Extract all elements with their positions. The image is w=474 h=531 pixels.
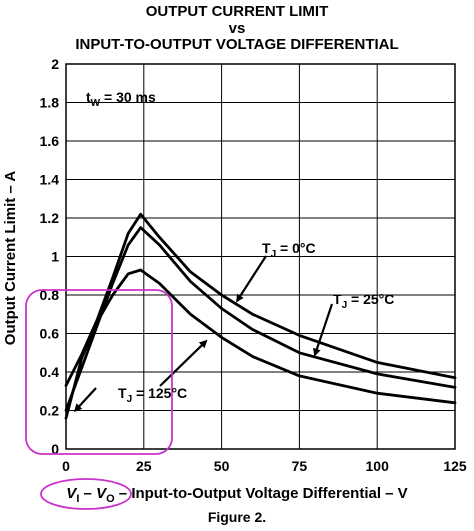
grid (66, 64, 455, 449)
series-line-tj-125 (64, 268, 457, 420)
series-label-tj-125-sub: J (127, 394, 133, 405)
x-axis-label-v1: V (66, 485, 78, 502)
y-tick-label: 1.6 (40, 133, 60, 149)
chart-title-line1: OUTPUT CURRENT LIMIT (145, 3, 329, 20)
series-label-tj-0: TJ = 0°C (262, 240, 316, 260)
series-label-tj-0-sub: J (271, 249, 277, 260)
figure-caption: Figure 2. (207, 509, 267, 525)
series-label-tj-125: TJ = 125°C (118, 385, 187, 405)
series-label-tj-125-rest: = 125°C (132, 385, 187, 401)
x-axis-label-sub-o: O (106, 493, 115, 505)
chart-title-line2: vs (228, 20, 246, 37)
arrow-tj-125-left (73, 387, 97, 412)
arrow-tj-25 (313, 303, 334, 357)
y-tick-label: 1.2 (40, 210, 60, 226)
highlights (25, 289, 173, 510)
series-label-tj-25-sub: J (342, 300, 348, 311)
annotations (73, 255, 334, 412)
arrow-tj-0 (236, 255, 267, 303)
x-axis-label-sep: – (79, 485, 96, 502)
x-axis-label: VI – VO – Input-to-Output Voltage Differ… (66, 485, 407, 505)
y-axis-label: Output Current Limit – A (2, 171, 19, 346)
y-tick-label: 0.6 (40, 326, 60, 342)
y-tick-label: 1.4 (40, 172, 60, 188)
series (64, 212, 457, 420)
x-axis-label-v2: V (96, 485, 108, 502)
x-axis-label-rest: – Input-to-Output Voltage Differential –… (115, 485, 408, 502)
series-label-tj-0-t: T (262, 240, 271, 256)
x-axis-label-sub-i: I (76, 493, 79, 505)
x-tick-label: 25 (136, 458, 152, 474)
plot-frame (65, 63, 456, 450)
series-label-tj-0-rest: = 0°C (276, 240, 315, 256)
x-tick-label: 125 (443, 458, 467, 474)
axis-ticks: 0 0.2 0.4 0.6 0.8 1 1.2 1.4 1.6 1.8 2 0 25 50 75 100 125 (40, 56, 467, 474)
y-tick-label: 0.2 (40, 403, 60, 419)
x-tick-label: 0 (62, 458, 70, 474)
chart-title-line3: INPUT-TO-OUTPUT VOLTAGE DIFFERENTIAL (75, 36, 399, 53)
highlight-ellipse-vi-vo (40, 478, 132, 510)
x-tick-label: 75 (292, 458, 308, 474)
series-label-tj-25-t: T (333, 291, 342, 307)
pulse-width-annotation: tW = 30 ms (86, 89, 156, 109)
pulse-width-t: t (86, 89, 91, 105)
x-tick-label: 50 (214, 458, 230, 474)
series-label-tj-25: TJ = 25°C (333, 291, 394, 311)
highlight-box-low-voltage (25, 289, 173, 455)
y-tick-label: 0.4 (40, 364, 60, 380)
x-tick-label: 100 (366, 458, 390, 474)
series-label-tj-25-rest: = 25°C (347, 291, 394, 307)
y-tick-label: 0 (51, 441, 59, 457)
pulse-width-value: = 30 ms (100, 89, 156, 105)
series-line-tj-25 (64, 226, 457, 412)
arrow-tj-125 (159, 339, 208, 387)
y-tick-label: 1.8 (40, 95, 60, 111)
y-tick-label: 1 (51, 249, 59, 265)
pulse-width-sub: W (91, 98, 101, 109)
y-tick-label: 2 (51, 56, 59, 72)
series-label-tj-125-t: T (118, 385, 127, 401)
y-tick-label: 0.8 (40, 287, 60, 303)
